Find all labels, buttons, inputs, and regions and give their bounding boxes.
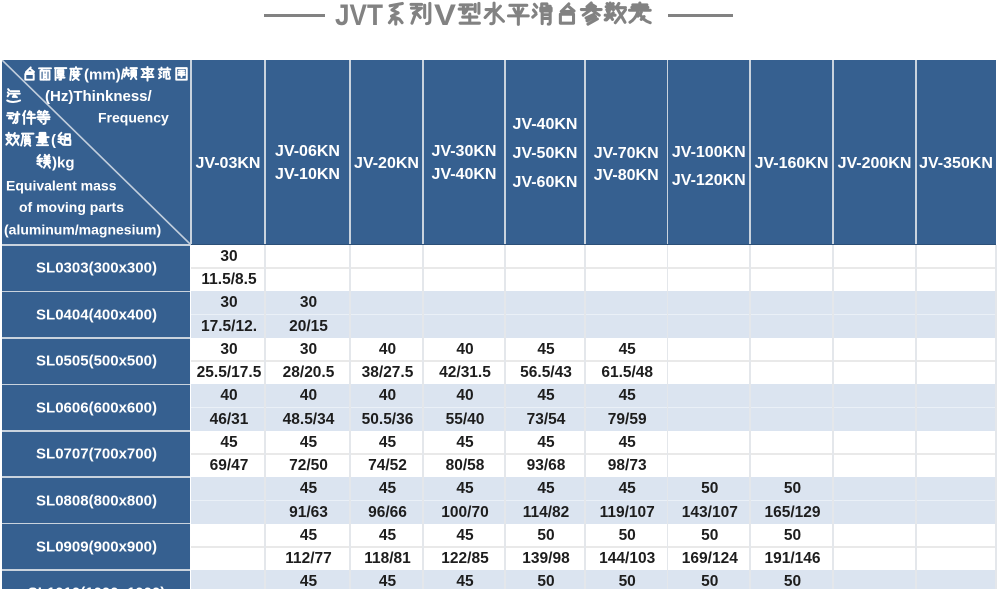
svg-text:V: V <box>434 0 456 32</box>
svg-text:(Hz)Thinkness/: (Hz)Thinkness/ <box>45 88 153 105</box>
svg-text:Frequency: Frequency <box>98 110 169 126</box>
svg-text:(aluminum/magnesium): (aluminum/magnesium) <box>4 221 161 237</box>
svg-text:)kg: )kg <box>52 154 75 171</box>
svg-text:(mm)/: (mm)/ <box>84 66 126 83</box>
svg-text:JVT: JVT <box>335 0 383 32</box>
svg-text:of moving parts: of moving parts <box>19 199 124 215</box>
svg-text:Equivalent mass: Equivalent mass <box>6 178 117 194</box>
svg-text:(: ( <box>51 132 56 149</box>
